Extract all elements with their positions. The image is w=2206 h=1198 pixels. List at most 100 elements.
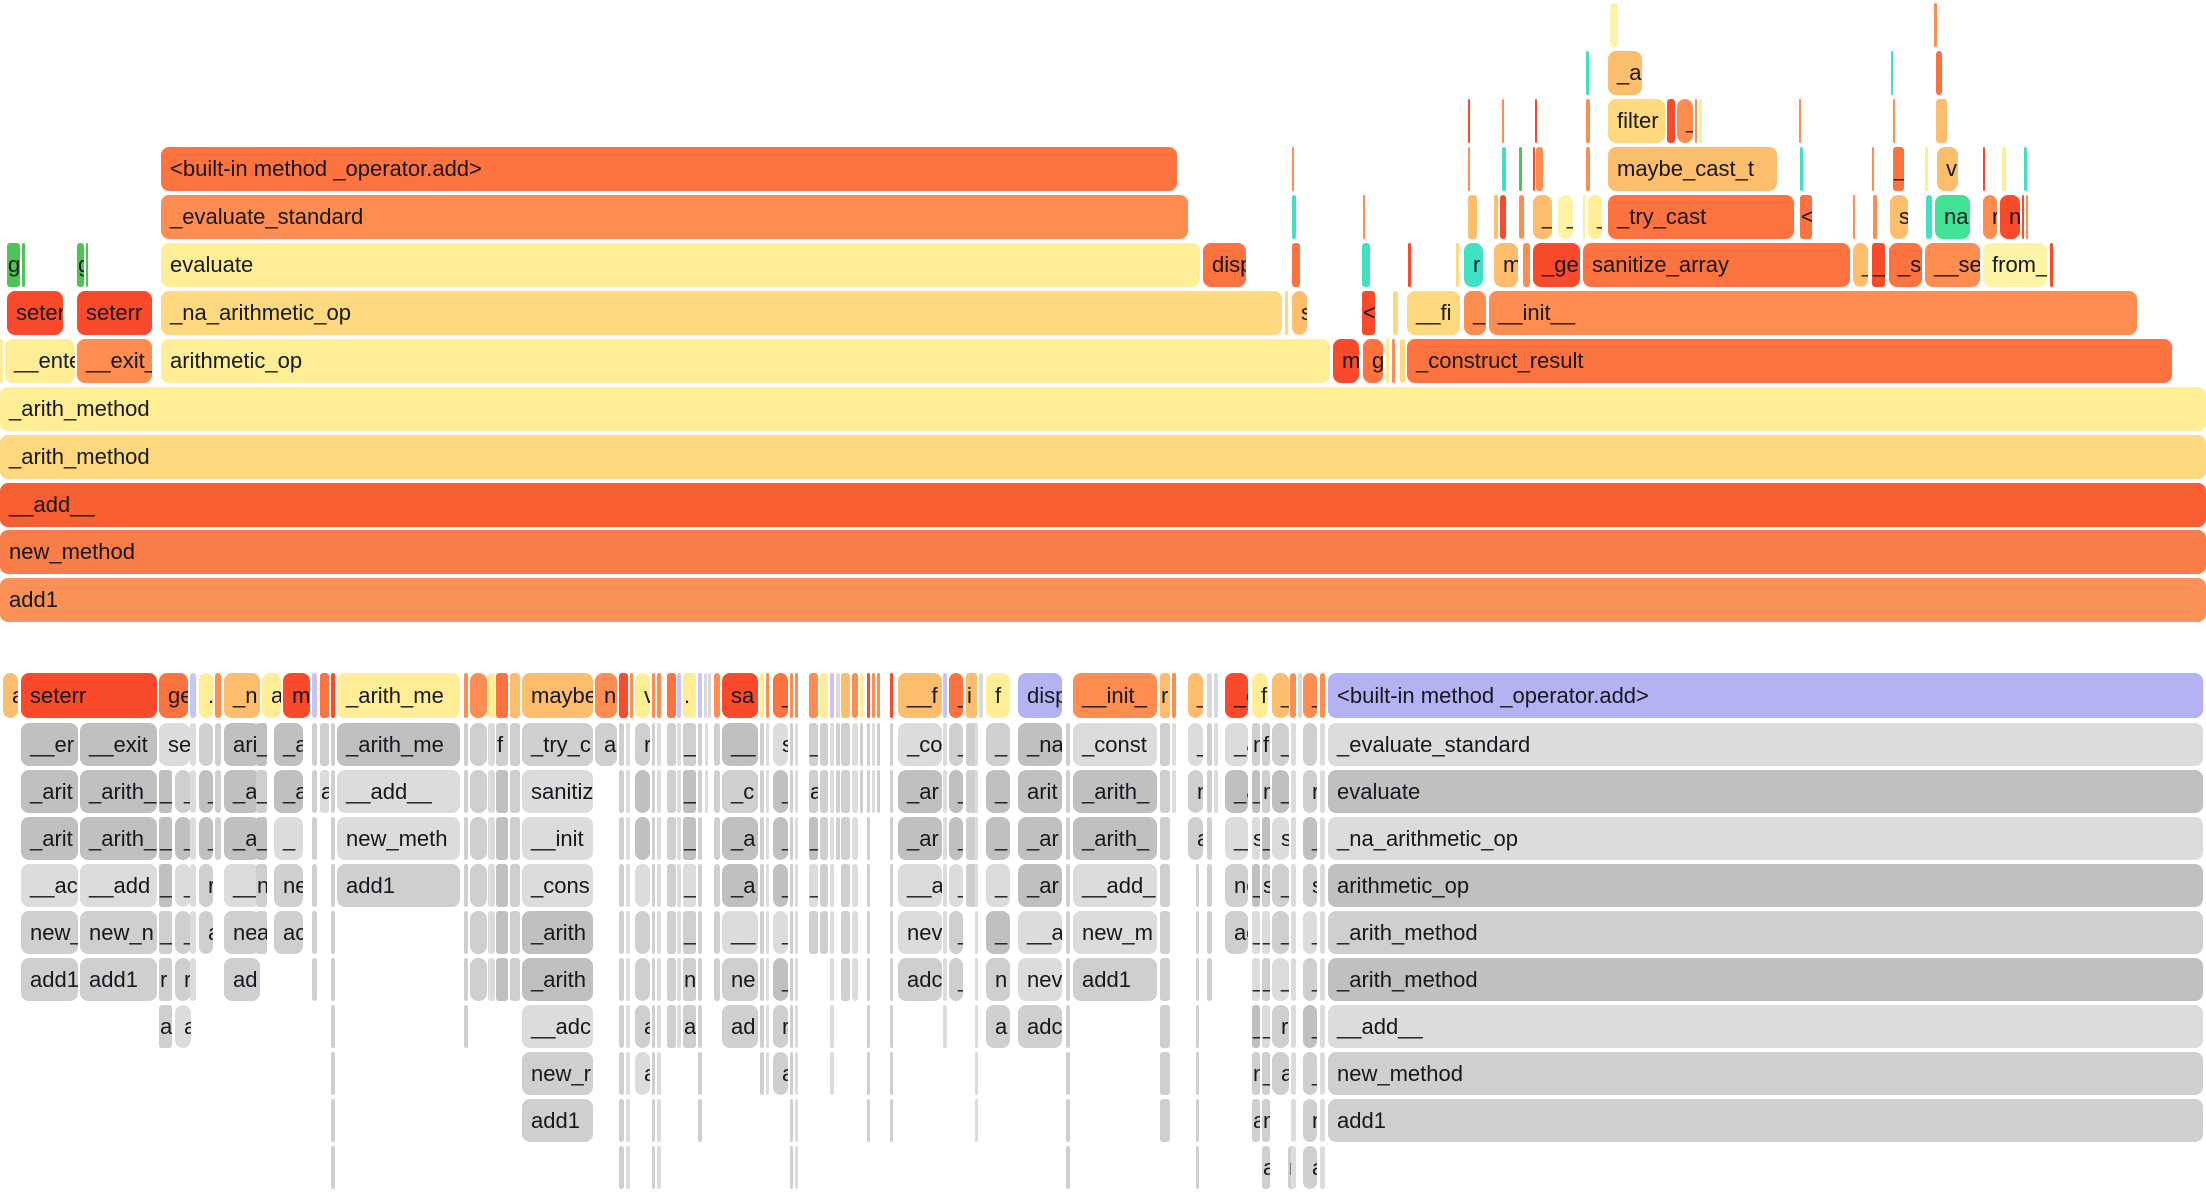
bottom-cell[interactable] xyxy=(760,817,764,860)
bottom-cell[interactable]: a xyxy=(1272,1052,1289,1095)
bottom-cell[interactable]: a xyxy=(159,1005,172,1048)
bottom-cell[interactable]: _ xyxy=(773,864,788,907)
bottom-cell[interactable]: _ xyxy=(809,723,818,766)
bottom-cell[interactable] xyxy=(464,723,468,766)
bottom-cell[interactable] xyxy=(652,958,655,1001)
bottom-header-box[interactable] xyxy=(331,673,335,718)
bottom-cell[interactable] xyxy=(1303,723,1317,766)
frame-box[interactable] xyxy=(1456,243,1459,287)
bottom-cell[interactable]: _ xyxy=(274,817,303,860)
frame-box[interactable]: __se xyxy=(1925,243,1980,287)
bottom-cell[interactable] xyxy=(975,1099,978,1142)
bottom-cell[interactable] xyxy=(1320,864,1325,907)
bottom-cell[interactable]: _ xyxy=(1272,723,1289,766)
bottom-cell[interactable]: r xyxy=(159,958,172,1001)
bottom-cell[interactable]: _ xyxy=(1252,958,1260,1001)
bottom-cell[interactable]: nev xyxy=(1018,958,1062,1001)
bottom-header-box[interactable] xyxy=(1214,673,1218,718)
bottom-header-box[interactable] xyxy=(890,673,893,718)
bottom-cell[interactable]: _ xyxy=(1303,911,1317,954)
bottom-cell[interactable] xyxy=(1214,770,1218,813)
bottom-cell[interactable] xyxy=(830,1052,834,1095)
bottom-cell[interactable] xyxy=(698,958,702,1001)
bottom-cell[interactable]: _arith_ xyxy=(80,817,157,860)
bottom-header-box[interactable] xyxy=(820,673,828,718)
bottom-cell[interactable] xyxy=(1196,1146,1199,1189)
bottom-cell[interactable]: _ xyxy=(1262,1005,1270,1048)
bottom-cell[interactable] xyxy=(510,911,520,954)
bottom-cell[interactable]: _ xyxy=(1188,723,1203,766)
bottom-cell[interactable] xyxy=(1207,817,1212,860)
bottom-cell[interactable] xyxy=(331,1052,335,1095)
bottom-cell[interactable]: _ xyxy=(949,864,963,907)
bottom-cell[interactable] xyxy=(1066,911,1070,954)
bottom-cell[interactable] xyxy=(760,770,764,813)
frame-box[interactable]: maybe_cast_t xyxy=(1608,147,1777,191)
bottom-cell[interactable] xyxy=(705,723,708,766)
bottom-cell[interactable]: _arith_me xyxy=(337,723,460,766)
frame-box[interactable]: _ xyxy=(1893,147,1904,191)
bottom-cell[interactable]: _ xyxy=(1303,817,1317,860)
bottom-cell[interactable]: __a xyxy=(1018,911,1062,954)
bottom-cell[interactable] xyxy=(635,817,650,860)
frame-box[interactable]: <built-in method _operator.add> xyxy=(161,147,1177,191)
bottom-cell[interactable]: _ar xyxy=(1018,817,1062,860)
bottom-cell[interactable] xyxy=(1320,1146,1325,1189)
frame-box[interactable] xyxy=(1983,147,1985,191)
frame-box[interactable] xyxy=(1936,99,1947,143)
bottom-cell[interactable] xyxy=(867,1005,870,1048)
frame-box[interactable] xyxy=(1400,339,1405,383)
bottom-cell[interactable] xyxy=(652,770,655,813)
bottom-header-box[interactable]: disp xyxy=(1018,673,1062,718)
bottom-cell[interactable] xyxy=(190,817,196,860)
bottom-cell[interactable]: _arith_ xyxy=(80,770,157,813)
bottom-cell[interactable] xyxy=(852,958,858,1001)
bottom-cell[interactable] xyxy=(470,723,487,766)
bottom-cell[interactable] xyxy=(943,1005,947,1048)
bottom-cell[interactable] xyxy=(635,958,650,1001)
bottom-cell[interactable]: a xyxy=(175,1005,191,1048)
frame-box[interactable] xyxy=(1695,99,1697,143)
bottom-cell[interactable] xyxy=(312,770,317,813)
bottom-header-box[interactable] xyxy=(979,673,983,718)
frame-box[interactable]: va xyxy=(1937,147,1958,191)
bottom-cell[interactable] xyxy=(1160,817,1170,860)
bottom-cell[interactable]: s xyxy=(1262,864,1270,907)
bottom-cell[interactable]: _ xyxy=(773,770,788,813)
bottom-cell[interactable] xyxy=(790,1052,793,1095)
bottom-cell[interactable] xyxy=(867,1099,870,1142)
bottom-cell[interactable]: _ xyxy=(256,817,267,860)
bottom-cell[interactable] xyxy=(1320,817,1325,860)
frame-box[interactable]: m xyxy=(1494,243,1518,287)
bottom-cell[interactable] xyxy=(867,1052,870,1095)
frame-box[interactable]: __init__ xyxy=(1489,291,2137,335)
bottom-cell[interactable] xyxy=(1320,911,1325,954)
bottom-cell[interactable]: _ xyxy=(256,723,267,766)
bottom-cell[interactable] xyxy=(215,817,221,860)
bottom-cell[interactable] xyxy=(470,911,487,954)
bottom-cell[interactable] xyxy=(830,864,834,907)
bottom-cell[interactable] xyxy=(698,1005,702,1048)
bottom-cell[interactable]: ac xyxy=(274,911,303,954)
bottom-cell[interactable] xyxy=(830,817,834,860)
bottom-cell[interactable]: add1 xyxy=(80,958,157,1001)
frame-box[interactable] xyxy=(1934,3,1937,47)
bottom-header-box[interactable] xyxy=(312,673,317,718)
bottom-cell[interactable]: _ xyxy=(683,723,696,766)
bottom-cell[interactable] xyxy=(852,770,858,813)
bottom-cell[interactable] xyxy=(790,817,793,860)
bottom-header-box[interactable] xyxy=(852,673,858,718)
bottom-header-box[interactable] xyxy=(1207,673,1212,718)
frame-box[interactable] xyxy=(1292,195,1296,239)
bottom-cell[interactable]: _ xyxy=(986,817,1010,860)
bottom-cell[interactable] xyxy=(820,770,828,813)
bottom-cell[interactable] xyxy=(1066,1005,1070,1048)
bottom-header-box[interactable] xyxy=(190,673,196,718)
bottom-header-box[interactable]: _n xyxy=(224,673,260,718)
bottom-cell[interactable] xyxy=(766,723,769,766)
frame-box[interactable] xyxy=(1408,243,1411,287)
bottom-header-box[interactable]: _c xyxy=(1225,673,1248,718)
frame-box[interactable] xyxy=(1936,51,1942,95)
frame-box[interactable] xyxy=(1519,147,1522,191)
bottom-cell[interactable] xyxy=(635,770,650,813)
